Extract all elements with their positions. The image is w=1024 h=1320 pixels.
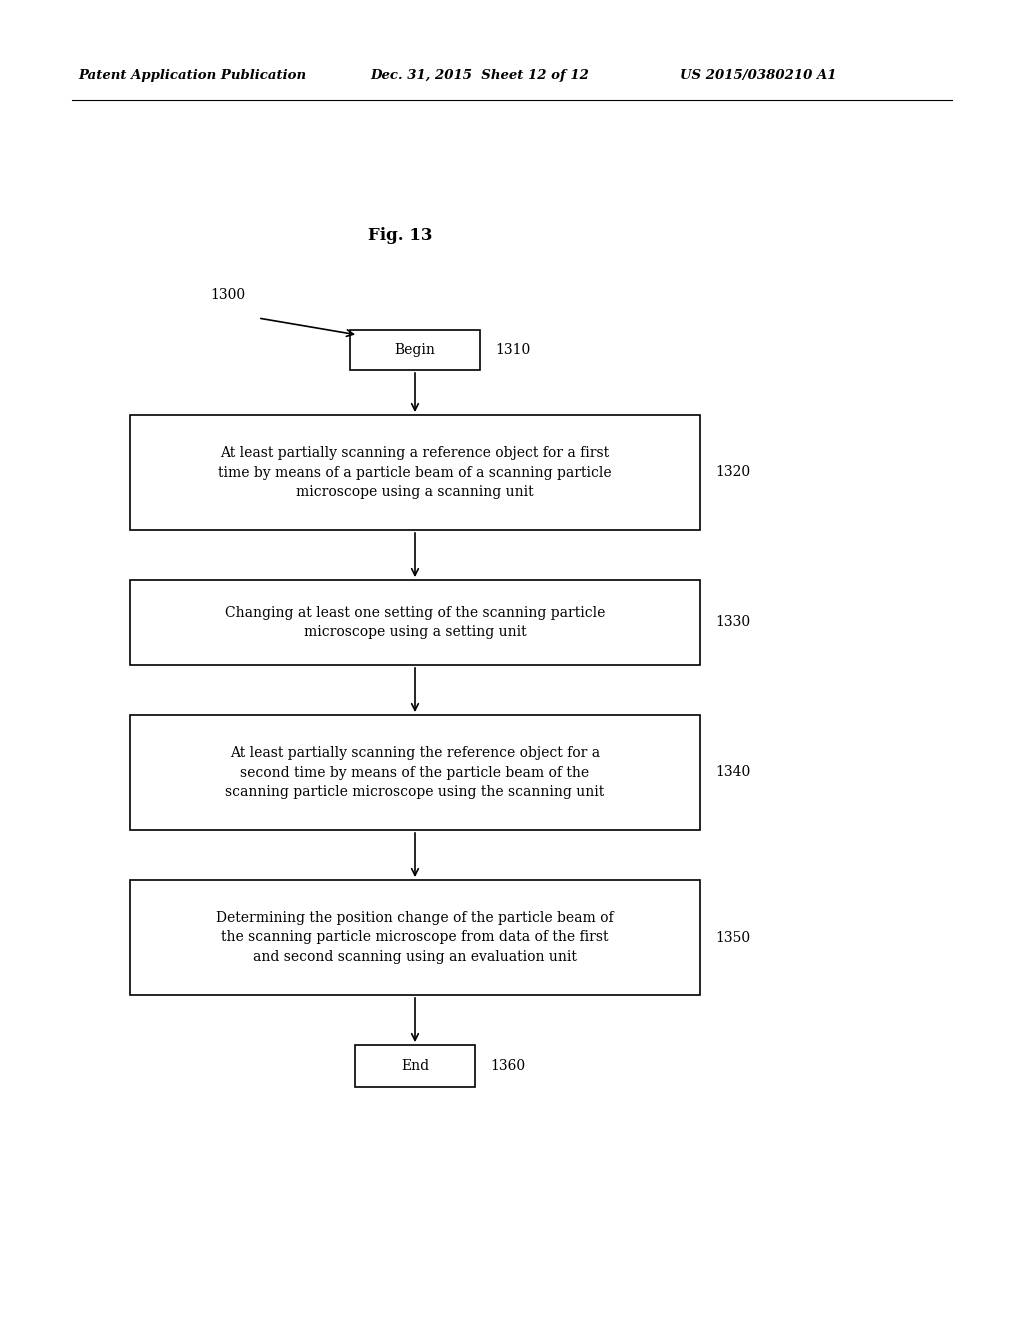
Bar [355, 1045, 475, 1086]
Text: Changing at least one setting of the scanning particle
microscope using a settin: Changing at least one setting of the sca… [225, 606, 605, 639]
Text: 1330: 1330 [715, 615, 751, 630]
Text: Patent Application Publication: Patent Application Publication [78, 69, 306, 82]
Text: Dec. 31, 2015  Sheet 12 of 12: Dec. 31, 2015 Sheet 12 of 12 [370, 69, 589, 82]
Text: At least partially scanning a reference object for a first
time by means of a pa: At least partially scanning a reference … [218, 446, 611, 499]
Text: At least partially scanning the reference object for a
second time by means of t: At least partially scanning the referenc… [225, 746, 604, 799]
Text: 1340: 1340 [715, 766, 751, 780]
Text: US 2015/0380210 A1: US 2015/0380210 A1 [680, 69, 837, 82]
Bar [130, 880, 700, 995]
Text: Fig. 13: Fig. 13 [368, 227, 432, 243]
Text: Begin: Begin [394, 343, 435, 356]
Bar [350, 330, 480, 370]
Text: 1300: 1300 [210, 288, 245, 302]
Text: 1360: 1360 [490, 1059, 525, 1073]
Bar [130, 579, 700, 665]
Text: 1310: 1310 [495, 343, 530, 356]
Text: 1320: 1320 [715, 466, 751, 479]
Bar [130, 414, 700, 531]
Text: 1350: 1350 [715, 931, 751, 945]
Text: Determining the position change of the particle beam of
the scanning particle mi: Determining the position change of the p… [216, 911, 613, 964]
Text: End: End [401, 1059, 429, 1073]
Bar [130, 715, 700, 830]
